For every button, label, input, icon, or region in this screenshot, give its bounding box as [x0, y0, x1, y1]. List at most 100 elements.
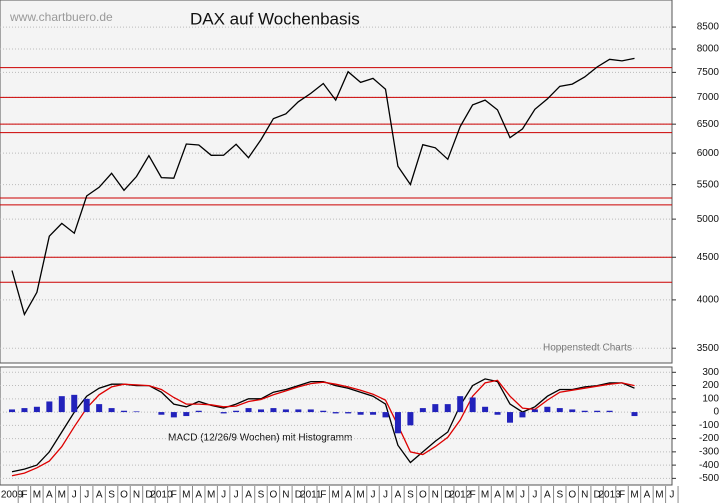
x-tick-label: F: [171, 490, 177, 501]
x-tick-label: J: [234, 490, 239, 501]
x-tick-label: N: [581, 490, 588, 501]
x-tick-label: M: [481, 490, 489, 501]
histogram-bar: [519, 412, 526, 418]
x-tick-label: 2010: [150, 490, 173, 501]
x-tick-label: S: [258, 490, 265, 501]
histogram-bar: [419, 408, 426, 413]
histogram-bar: [9, 409, 15, 413]
y-tick-label: 3500: [697, 343, 720, 354]
x-tick-label: F: [470, 490, 476, 501]
x-tick-label: F: [619, 490, 625, 501]
watermark: www.chartbuero.de: [9, 10, 113, 24]
histogram-bar: [170, 412, 177, 418]
histogram-bar: [544, 406, 551, 413]
y-tick-label: 8000: [697, 44, 720, 55]
histogram-bar: [21, 408, 28, 413]
histogram-bar: [245, 408, 252, 413]
histogram-bar: [307, 409, 314, 413]
x-tick-label: D: [444, 490, 451, 501]
histogram-bar: [507, 412, 513, 423]
x-tick-label: J: [383, 490, 388, 501]
histogram-bar: [108, 408, 115, 413]
y-tick-label: 200: [702, 380, 719, 391]
x-tick-label: 2013: [598, 490, 621, 501]
x-tick-label: A: [96, 490, 103, 501]
x-tick-label: J: [371, 490, 376, 501]
y-tick-label: 5500: [697, 179, 720, 190]
histogram-bar: [357, 412, 364, 415]
histogram-bar: [482, 406, 489, 413]
histogram-bar: [233, 410, 240, 413]
x-tick-label: F: [320, 490, 326, 501]
x-tick-label: F: [21, 490, 27, 501]
x-tick-label: J: [84, 490, 89, 501]
macd-title: MACD (12/26/9 Wochen) mit Histogramm: [168, 433, 352, 444]
x-tick-label: M: [506, 490, 514, 501]
histogram-bar: [133, 411, 140, 413]
x-tick-label: A: [345, 490, 352, 501]
x-tick-label: A: [494, 490, 501, 501]
x-tick-label: S: [108, 490, 115, 501]
x-tick-label: O: [120, 490, 128, 501]
histogram-bar: [556, 408, 563, 413]
x-tick-label: M: [182, 490, 190, 501]
x-tick-label: S: [407, 490, 414, 501]
x-tick-label: N: [432, 490, 439, 501]
x-tick-label: A: [46, 490, 53, 501]
histogram-bar: [581, 410, 588, 413]
histogram-bar: [332, 412, 339, 414]
histogram-bar: [457, 396, 464, 413]
x-tick-label: A: [195, 490, 202, 501]
x-tick-label: A: [245, 490, 252, 501]
x-tick-label: N: [282, 490, 289, 501]
histogram-bar: [158, 412, 165, 415]
histogram-bar: [394, 412, 401, 434]
y-tick-label: 300: [702, 367, 719, 378]
x-tick-label: M: [332, 490, 340, 501]
histogram-bar: [220, 412, 227, 414]
histogram-bar: [295, 409, 302, 413]
histogram-bar: [569, 409, 576, 413]
histogram-bar: [46, 401, 53, 413]
histogram-bar: [121, 410, 128, 413]
x-tick-label: D: [295, 490, 302, 501]
histogram-bar: [33, 406, 40, 413]
y-tick-label: -300: [699, 446, 719, 457]
histogram-bar: [531, 409, 538, 413]
histogram-bar: [606, 410, 613, 413]
x-tick-label: 2011: [300, 490, 322, 501]
x-tick-label: M: [356, 490, 364, 501]
x-tick-label: M: [58, 490, 66, 501]
x-tick-label: M: [630, 490, 638, 501]
histogram-bar: [83, 398, 90, 413]
x-tick-label: D: [145, 490, 152, 501]
y-tick-label: 5000: [697, 214, 720, 225]
histogram-bar: [183, 412, 190, 417]
y-tick-label: 100: [702, 393, 719, 404]
histogram-bar: [407, 412, 414, 426]
histogram-bar: [594, 410, 601, 413]
histogram-bar: [345, 412, 352, 414]
x-tick-label: D: [594, 490, 601, 501]
chart-title: DAX auf Wochenbasis: [190, 9, 360, 28]
x-tick-label: J: [669, 490, 674, 501]
histogram-bar: [370, 412, 377, 415]
histogram-bar: [631, 412, 638, 417]
x-tick-label: 2012: [449, 490, 472, 501]
x-tick-label: M: [33, 490, 41, 501]
y-tick-label: 7000: [697, 92, 720, 103]
x-tick-label: J: [520, 490, 525, 501]
x-tick-label: J: [72, 490, 77, 501]
x-tick-label: O: [419, 490, 427, 501]
histogram-bar: [444, 404, 451, 413]
x-tick-label: S: [556, 490, 563, 501]
y-tick-label: -100: [699, 420, 719, 431]
histogram-bar: [58, 396, 65, 413]
y-tick-label: -500: [699, 473, 719, 484]
source-note: Hoppenstedt Charts: [543, 343, 632, 354]
x-tick-label: A: [395, 490, 402, 501]
histogram-bar: [270, 408, 277, 413]
y-tick-label: 4500: [697, 252, 720, 263]
x-tick-label: M: [207, 490, 215, 501]
